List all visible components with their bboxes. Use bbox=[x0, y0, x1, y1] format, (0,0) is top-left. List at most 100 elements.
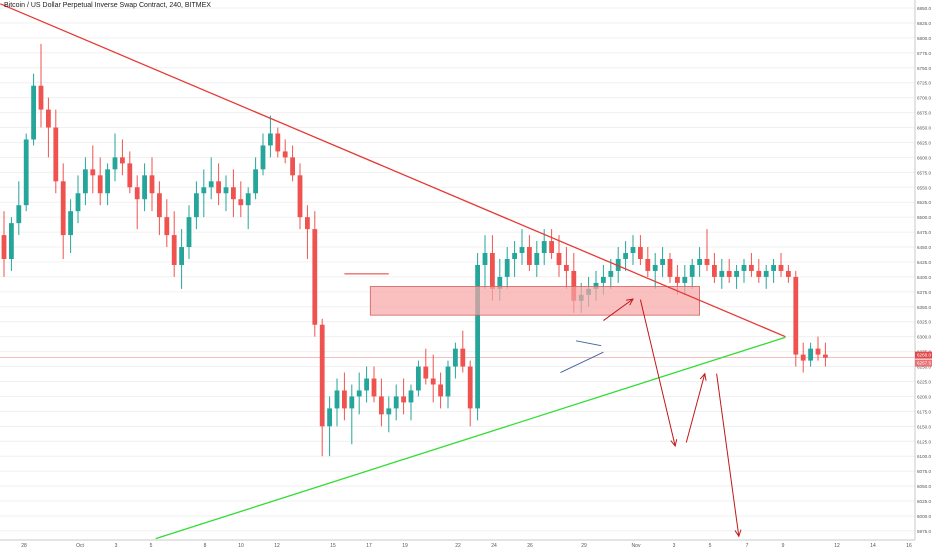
time-axis[interactable]: 28 Oct 3 5 8 10 12 15 17 19 22 24 26 29 Nov 3 5 7 9 12 14 16 bbox=[0, 539, 915, 549]
candle-body[interactable] bbox=[16, 205, 22, 224]
candle-body[interactable] bbox=[697, 258, 702, 265]
candle-body[interactable] bbox=[23, 139, 29, 206]
candle-body[interactable] bbox=[245, 193, 251, 206]
candle-body[interactable] bbox=[519, 247, 525, 254]
candle-body[interactable] bbox=[823, 354, 828, 358]
candle-body[interactable] bbox=[741, 264, 747, 271]
candle-body[interactable] bbox=[408, 390, 414, 403]
candle-body[interactable] bbox=[127, 163, 133, 188]
candle-body[interactable] bbox=[549, 241, 554, 254]
candles[interactable] bbox=[1, 43, 828, 457]
trendlines[interactable] bbox=[0, 3, 786, 540]
candle-body[interactable] bbox=[512, 253, 517, 259]
candle-body[interactable] bbox=[68, 211, 73, 236]
candle-body[interactable] bbox=[482, 253, 488, 265]
candle-body[interactable] bbox=[423, 366, 429, 379]
candle-body[interactable] bbox=[349, 396, 355, 409]
candle-body[interactable] bbox=[527, 247, 532, 265]
candle-body[interactable] bbox=[615, 258, 621, 271]
candle-body[interactable] bbox=[319, 324, 325, 427]
candle-body[interactable] bbox=[467, 366, 473, 409]
candle-body[interactable] bbox=[682, 276, 688, 283]
price-badge[interactable] bbox=[915, 351, 932, 359]
candle-body[interactable] bbox=[253, 169, 258, 194]
candle-body[interactable] bbox=[83, 169, 88, 194]
candle-body[interactable] bbox=[630, 247, 636, 254]
candle-body[interactable] bbox=[75, 193, 81, 212]
candle-body[interactable] bbox=[149, 175, 155, 194]
candle-body[interactable] bbox=[1, 235, 7, 259]
candle-body[interactable] bbox=[475, 264, 480, 409]
candle-body[interactable] bbox=[608, 270, 614, 277]
candle-body[interactable] bbox=[171, 235, 177, 265]
candle-body[interactable] bbox=[571, 270, 577, 301]
candle-body[interactable] bbox=[660, 258, 665, 265]
candle-body[interactable] bbox=[771, 264, 776, 271]
candle-body[interactable] bbox=[719, 270, 725, 277]
candle-body[interactable] bbox=[46, 109, 51, 128]
candle-body[interactable] bbox=[60, 181, 66, 236]
candle-body[interactable] bbox=[90, 169, 96, 176]
candle-body[interactable] bbox=[756, 270, 762, 277]
candle-body[interactable] bbox=[712, 264, 717, 277]
projection-line[interactable] bbox=[639, 299, 676, 447]
candle-body[interactable] bbox=[800, 354, 806, 361]
candle-body[interactable] bbox=[460, 348, 466, 367]
triangle-pattern[interactable] bbox=[560, 340, 604, 373]
candle-body[interactable] bbox=[216, 181, 221, 194]
candle-body[interactable] bbox=[97, 175, 103, 194]
projection-line[interactable] bbox=[716, 373, 740, 537]
candle-body[interactable] bbox=[342, 390, 347, 409]
candle-body[interactable] bbox=[179, 247, 184, 265]
resistance-zone[interactable] bbox=[369, 286, 700, 316]
projection-arrows[interactable] bbox=[603, 298, 742, 538]
pattern-upper-line[interactable] bbox=[575, 340, 602, 347]
candle-body[interactable] bbox=[593, 282, 599, 289]
candle-body[interactable] bbox=[386, 408, 392, 415]
candle-body[interactable] bbox=[268, 133, 273, 146]
candle-body[interactable] bbox=[734, 270, 739, 277]
candle-body[interactable] bbox=[808, 348, 813, 361]
candle-body[interactable] bbox=[638, 247, 643, 259]
candle-body[interactable] bbox=[416, 366, 421, 391]
candle-body[interactable] bbox=[749, 264, 754, 271]
candle-body[interactable] bbox=[134, 187, 140, 200]
candle-body[interactable] bbox=[157, 193, 162, 218]
price-axis[interactable]: 6850.0 6825.0 6800.0 6775.0 6750.0 6725.0 6700… bbox=[914, 0, 932, 550]
candle-body[interactable] bbox=[438, 384, 443, 397]
candle-body[interactable] bbox=[275, 133, 281, 152]
candle-body[interactable] bbox=[564, 264, 569, 271]
candle-body[interactable] bbox=[208, 181, 214, 188]
candle-body[interactable] bbox=[675, 276, 680, 283]
candle-body[interactable] bbox=[334, 390, 340, 409]
candle-body[interactable] bbox=[371, 378, 377, 397]
candle-body[interactable] bbox=[194, 193, 199, 218]
candle-body[interactable] bbox=[534, 253, 540, 265]
candle-body[interactable] bbox=[497, 276, 503, 289]
candle-body[interactable] bbox=[379, 396, 384, 415]
candle-body[interactable] bbox=[223, 187, 229, 194]
candle-body[interactable] bbox=[231, 187, 236, 200]
candle-body[interactable] bbox=[445, 366, 451, 397]
candle-body[interactable] bbox=[305, 217, 310, 230]
candle-body[interactable] bbox=[53, 127, 59, 182]
candle-body[interactable] bbox=[430, 378, 436, 385]
candle-body[interactable] bbox=[623, 253, 628, 259]
candle-body[interactable] bbox=[667, 258, 673, 277]
candle-body[interactable] bbox=[290, 157, 295, 176]
candle-body[interactable] bbox=[282, 151, 288, 158]
candle-body[interactable] bbox=[645, 258, 651, 271]
candle-body[interactable] bbox=[142, 175, 147, 200]
candle-body[interactable] bbox=[652, 264, 658, 271]
candle-body[interactable] bbox=[38, 85, 44, 110]
candle-body[interactable] bbox=[504, 258, 510, 277]
resistance-trendline[interactable] bbox=[0, 3, 786, 338]
candle-body[interactable] bbox=[763, 270, 769, 277]
candle-body[interactable] bbox=[120, 157, 125, 164]
candle-body[interactable] bbox=[490, 253, 495, 289]
candle-body[interactable] bbox=[164, 217, 170, 236]
candle-body[interactable] bbox=[541, 241, 547, 254]
candle-body[interactable] bbox=[689, 264, 695, 277]
